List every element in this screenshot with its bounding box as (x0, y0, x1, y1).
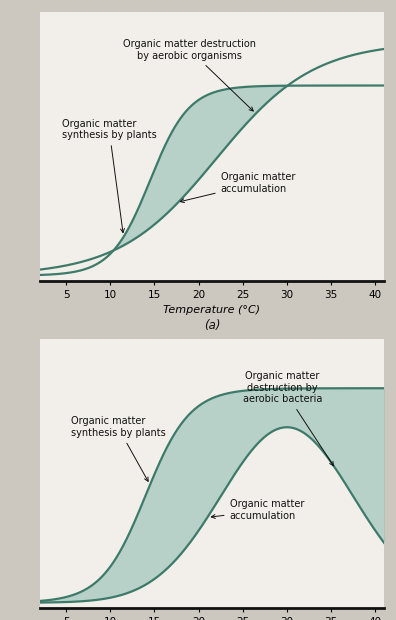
Text: Organic matter destruction
by aerobic organisms: Organic matter destruction by aerobic or… (123, 39, 256, 111)
Text: (a): (a) (204, 319, 220, 332)
Text: Organic matter
accumulation: Organic matter accumulation (211, 499, 304, 521)
Text: Organic matter
destruction by
aerobic bacteria: Organic matter destruction by aerobic ba… (243, 371, 333, 466)
Text: Organic matter
synthesis by plants: Organic matter synthesis by plants (62, 118, 156, 232)
X-axis label: Temperature (°C): Temperature (°C) (163, 305, 261, 315)
Text: Organic matter
accumulation: Organic matter accumulation (180, 172, 295, 203)
Text: Organic matter
synthesis by plants: Organic matter synthesis by plants (70, 417, 165, 481)
